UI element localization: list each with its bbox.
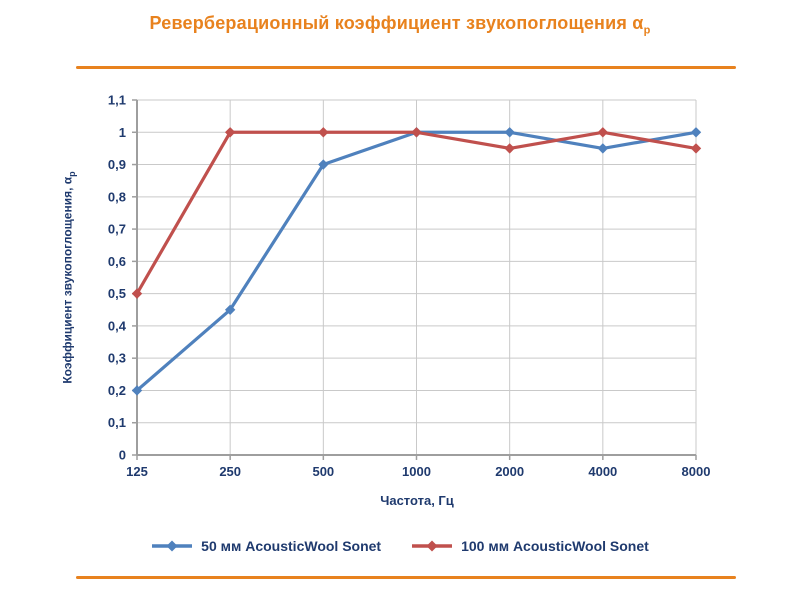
y-tick-label: 0,4 bbox=[108, 318, 127, 333]
x-tick-label: 8000 bbox=[682, 464, 711, 479]
data-point-marker bbox=[131, 385, 143, 396]
y-tick-label: 0,6 bbox=[108, 254, 126, 269]
data-point-marker bbox=[131, 288, 143, 299]
data-point-marker bbox=[597, 143, 609, 154]
top-divider bbox=[76, 66, 736, 69]
legend: 50 мм AcousticWool Sonet 100 мм Acoustic… bbox=[0, 538, 800, 554]
data-point-marker bbox=[411, 127, 422, 138]
legend-marker-50mm-icon bbox=[152, 540, 193, 552]
bottom-divider bbox=[76, 576, 736, 579]
series-1 bbox=[131, 127, 702, 299]
y-tick-label: 0,3 bbox=[108, 351, 126, 366]
x-tick-label: 250 bbox=[219, 464, 241, 479]
chart-title-text: Реверберационный коэффициент звукопоглощ… bbox=[149, 13, 644, 33]
x-tick-label: 1000 bbox=[402, 464, 431, 479]
y-tick-label: 0,2 bbox=[108, 383, 126, 398]
tick-labels: 0 0,1 0,2 0,3 0,4 0,5 0,6 0,7 0,8 0,9 1 1,1 125 250 50… bbox=[108, 93, 711, 480]
legend-marker-100mm-icon bbox=[412, 540, 453, 552]
y-tick-label: 1 bbox=[119, 125, 126, 140]
y-tick-label: 1,1 bbox=[108, 93, 126, 108]
legend-item-50mm: 50 мм AcousticWool Sonet bbox=[151, 538, 381, 554]
data-point-marker bbox=[690, 143, 702, 154]
gridlines bbox=[137, 99, 697, 456]
y-axis-title-subscript: р bbox=[66, 171, 77, 177]
x-tick-label: 500 bbox=[312, 464, 334, 479]
data-point-marker bbox=[224, 304, 236, 315]
y-tick-label: 0,8 bbox=[108, 189, 126, 204]
y-tick-label: 0,7 bbox=[108, 222, 126, 237]
x-axis-title: Частота, Гц bbox=[380, 493, 454, 508]
legend-item-100mm: 100 мм AcousticWool Sonet bbox=[411, 538, 649, 554]
data-point-marker bbox=[318, 159, 329, 170]
chart-title-subscript: р bbox=[643, 24, 651, 37]
y-axis-title-text: Коэффициент звукопоглощения, α bbox=[60, 176, 75, 384]
data-point-marker bbox=[224, 127, 236, 138]
line-chart-svg: 0 0,1 0,2 0,3 0,4 0,5 0,6 0,7 0,8 0,9 1 1,1 125 250 50… bbox=[108, 93, 711, 480]
chart-title: Реверберационный коэффициент звукопоглощ… bbox=[0, 13, 800, 37]
legend-label-100mm: 100 мм AcousticWool Sonet bbox=[461, 538, 649, 554]
legend-label-50mm: 50 мм AcousticWool Sonet bbox=[201, 538, 382, 554]
data-point-marker bbox=[318, 127, 329, 138]
data-point-marker bbox=[597, 127, 609, 138]
data-point-marker bbox=[504, 127, 515, 138]
y-tick-label: 0 bbox=[119, 448, 126, 463]
y-tick-label: 0,5 bbox=[108, 286, 126, 301]
data-point-marker bbox=[504, 143, 515, 154]
data-point-marker bbox=[690, 127, 702, 138]
x-tick-label: 125 bbox=[126, 464, 148, 479]
x-tick-label: 2000 bbox=[495, 464, 524, 479]
axes bbox=[132, 99, 697, 460]
y-tick-label: 0,1 bbox=[108, 415, 126, 430]
x-tick-label: 4000 bbox=[588, 464, 617, 479]
y-tick-label: 0,9 bbox=[108, 157, 126, 172]
y-axis-title: Коэффициент звукопоглощения, αр bbox=[61, 78, 78, 478]
